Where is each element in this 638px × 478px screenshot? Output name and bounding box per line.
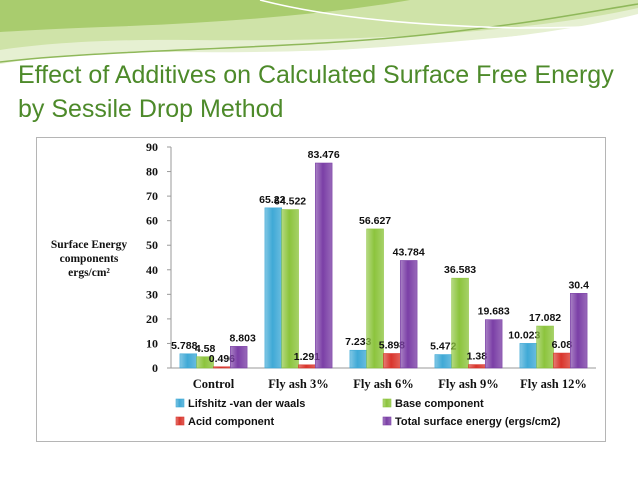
x-category-label: Fly ash 3% [268, 377, 328, 391]
y-tick-label: 20 [146, 312, 158, 326]
data-label: 1.38 [467, 351, 488, 363]
bar-2-3 [468, 364, 486, 369]
y-tick-label: 60 [146, 214, 158, 228]
y-tick-label: 70 [146, 189, 158, 203]
data-label: 43.784 [393, 246, 425, 258]
bar-0-0 [179, 353, 197, 369]
bar-2-1 [298, 364, 316, 369]
bar-3-4 [569, 293, 588, 369]
bar-1-0 [196, 356, 214, 369]
data-label: 4.58 [195, 343, 216, 355]
data-label: 36.583 [444, 264, 476, 276]
bar-3-3 [484, 319, 503, 369]
bar-1-3 [451, 277, 469, 369]
x-category-label: Fly ash 6% [353, 377, 413, 391]
legend-swatch [382, 398, 392, 408]
bar-1-2 [366, 228, 384, 369]
bar-0-2 [349, 349, 367, 369]
y-tick-label: 80 [146, 165, 158, 179]
slide-title: Effect of Additives on Calculated Surfac… [18, 61, 614, 123]
y-axis-label-line-2: components [59, 253, 119, 265]
data-label: 8.803 [230, 332, 256, 344]
bar-2-4 [553, 352, 571, 369]
y-tick-label: 50 [146, 238, 158, 252]
data-label: 5.898 [379, 340, 405, 352]
y-tick-label: 40 [146, 263, 158, 277]
legend-swatch [175, 416, 185, 426]
swoosh-line-2 [149, 23, 638, 59]
data-label: 7.233 [345, 336, 371, 348]
y-axis-label: Surface Energy components ergs/cm² [44, 238, 134, 280]
bar-2-2 [383, 353, 401, 369]
legend-label: Lifshitz -van der waals [188, 398, 305, 410]
data-label: 5.472 [430, 341, 456, 353]
data-label: 0.496 [209, 353, 235, 365]
x-category-label: Fly ash 9% [438, 377, 498, 391]
data-label: 5.788 [171, 340, 197, 352]
data-label: 6.08 [552, 339, 573, 351]
bar-1-4 [536, 325, 554, 369]
bar-0-4 [519, 343, 538, 369]
swoosh-band-dark [0, 0, 410, 32]
data-label: 65.22 [259, 194, 285, 206]
data-label: 30.4 [568, 279, 589, 291]
bar-3-0 [230, 346, 248, 369]
swoosh-line-1 [0, 3, 638, 63]
bar-2-0 [213, 366, 231, 369]
header-swoosh-decoration [0, 0, 638, 64]
y-axis-label-line-1: Surface Energy [50, 239, 128, 251]
data-label: 17.082 [529, 312, 561, 324]
x-category-label: Fly ash 12% [520, 377, 587, 391]
data-label: 83.476 [308, 149, 340, 161]
data-label: 64.522 [274, 196, 306, 208]
x-category-label: Control [193, 377, 235, 391]
legend-label: Base component [395, 398, 484, 410]
bar-0-3 [434, 354, 452, 369]
bar-1-1 [281, 209, 299, 369]
swoosh-line-3 [259, 0, 638, 29]
legend-label: Acid component [188, 416, 275, 428]
legend-swatch [382, 416, 392, 426]
y-tick-label: 90 [146, 140, 158, 154]
bar-3-2 [399, 260, 418, 369]
y-tick-label: 30 [146, 287, 158, 301]
data-label: 19.683 [478, 306, 510, 318]
data-label: 10.023 [508, 329, 540, 341]
y-axis-label-line-3: ergs/cm² [68, 267, 110, 279]
data-label: 1.291 [294, 351, 320, 363]
bar-0-1 [264, 207, 282, 369]
data-label: 56.627 [359, 215, 391, 227]
bar-3-1 [314, 162, 333, 369]
legend-label: Total surface energy (ergs/cm2) [395, 416, 561, 428]
legend-swatch [175, 398, 185, 408]
y-tick-label: 0 [152, 361, 158, 375]
y-tick-label: 10 [146, 336, 158, 350]
